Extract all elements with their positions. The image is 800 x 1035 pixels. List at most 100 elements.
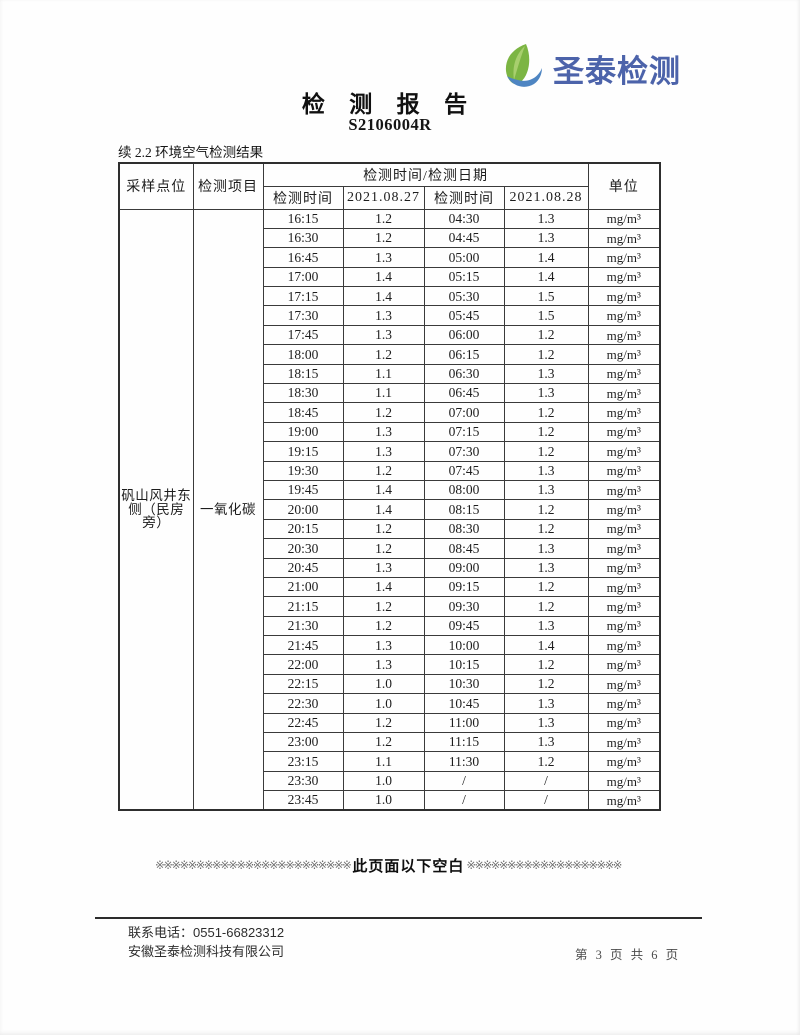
value-cell-1: 1.1 [342, 363, 425, 385]
table-row: 矾山风井东侧（民房旁） 一氧化碳 16:15 1.2 04:30 1.3 mg/m… [118, 208, 661, 811]
value-cell-2: 1.3 [503, 557, 589, 578]
value-cell-1: 1.2 [342, 538, 425, 559]
time-cell-2: 11:15 [423, 732, 505, 753]
time-cell-2: 06:00 [423, 324, 505, 346]
value-cell-2: 1.2 [503, 673, 589, 695]
value-cell-1: 1.4 [342, 479, 425, 501]
report-title: 检 测 报 告 [301, 91, 477, 117]
time-cell-1: 17:45 [262, 324, 344, 346]
table-header: 采样点位 检测项目 检测时间/检测日期 单位 检测时间 2021.08.27 检… [118, 162, 661, 210]
time-cell-2: / [423, 790, 505, 811]
time-cell-2: 06:30 [423, 363, 505, 385]
value-cell-1: 1.2 [342, 712, 425, 734]
unit-cell: mg/m³ [587, 518, 661, 540]
value-cell-1: 1.0 [342, 770, 425, 792]
table-row: 20:15 1.2 08:30 1.2 mg/m³ [119, 518, 661, 540]
value-cell-2: 1.2 [503, 402, 589, 423]
time-cell-1: 17:30 [262, 305, 344, 326]
section-label: 续 2.2 环境空气检测结果 [118, 145, 264, 160]
table-row: 18:30 1.1 06:45 1.3 mg/m³ [119, 383, 661, 404]
unit-cell: mg/m³ [587, 751, 661, 772]
time-cell-1: 17:15 [262, 286, 344, 307]
unit-cell: mg/m³ [587, 499, 661, 520]
time-cell-1: 18:00 [262, 344, 344, 365]
asterisk-marks-left: ※※※※※※※※※※※※※※※※※※※※※※※※ [155, 860, 352, 872]
value-cell-2: 1.3 [503, 693, 589, 714]
value-cell-2: 1.2 [503, 499, 589, 520]
unit-cell: mg/m³ [587, 615, 661, 637]
value-cell-2: 1.2 [503, 441, 589, 462]
table-row: 17:00 1.4 05:15 1.4 mg/m³ [119, 266, 661, 288]
unit-cell: mg/m³ [587, 441, 661, 462]
time-cell-2: / [423, 770, 505, 792]
time-cell-2: 05:45 [423, 305, 505, 326]
value-cell-1: 1.4 [342, 286, 425, 307]
table-row: 22:00 1.3 10:15 1.2 mg/m³ [119, 654, 661, 675]
table-row: 23:30 1.0 / / mg/m³ [119, 770, 661, 792]
table-row: 21:15 1.2 09:30 1.2 mg/m³ [119, 596, 661, 617]
table-row: 18:00 1.2 06:15 1.2 mg/m³ [119, 344, 661, 365]
value-cell-1: 1.0 [342, 790, 425, 811]
time-cell-1: 23:15 [262, 751, 344, 772]
table-row: 20:00 1.4 08:15 1.2 mg/m³ [119, 499, 661, 520]
col-header-time-1: 检测时间 [262, 185, 344, 210]
time-cell-2: 10:00 [423, 635, 505, 656]
time-cell-2: 09:45 [423, 615, 505, 637]
col-header-date-1: 2021.08.27 [342, 185, 425, 210]
time-cell-2: 09:30 [423, 596, 505, 617]
value-cell-2: 1.3 [503, 479, 589, 501]
time-cell-1: 19:45 [262, 479, 344, 501]
value-cell-1: 1.3 [342, 421, 425, 443]
asterisk-marks-right: ※※※※※※※※※※※※※※※※※※※ [466, 860, 622, 872]
blank-below-note: ※※※※※※※※※※※※※※※※※※※※※※※※ 此页面以下空白 ※※※※※※※※※… [110, 855, 666, 876]
time-cell-2: 06:15 [423, 344, 505, 365]
value-cell-2: 1.3 [503, 227, 589, 249]
time-cell-1: 22:30 [262, 693, 344, 714]
time-cell-1: 16:15 [262, 208, 344, 229]
value-cell-2: 1.2 [503, 421, 589, 443]
value-cell-2: / [503, 790, 589, 811]
time-cell-1: 20:45 [262, 557, 344, 578]
time-cell-1: 21:00 [262, 576, 344, 598]
test-item-cell: 一氧化碳 [192, 208, 264, 811]
time-cell-2: 06:45 [423, 383, 505, 404]
time-cell-2: 09:15 [423, 576, 505, 598]
time-cell-1: 21:45 [262, 635, 344, 656]
time-cell-1: 19:00 [262, 421, 344, 443]
value-cell-1: 1.2 [342, 227, 425, 249]
time-cell-1: 16:30 [262, 227, 344, 249]
time-cell-1: 20:15 [262, 518, 344, 540]
unit-cell: mg/m³ [587, 227, 661, 249]
unit-cell: mg/m³ [587, 383, 661, 404]
unit-cell: mg/m³ [587, 673, 661, 695]
time-cell-2: 11:00 [423, 712, 505, 734]
table-row: 16:30 1.2 04:45 1.3 mg/m³ [119, 227, 661, 249]
unit-cell: mg/m³ [587, 421, 661, 443]
value-cell-2: 1.3 [503, 732, 589, 753]
table-row: 19:00 1.3 07:15 1.2 mg/m³ [119, 421, 661, 443]
company-logo: 圣泰检测 [502, 42, 681, 95]
time-cell-2: 07:00 [423, 402, 505, 423]
unit-cell: mg/m³ [587, 576, 661, 598]
unit-cell: mg/m³ [587, 344, 661, 365]
value-cell-1: 1.4 [342, 266, 425, 288]
value-cell-1: 1.2 [342, 615, 425, 637]
unit-cell: mg/m³ [587, 557, 661, 578]
value-cell-1: 1.2 [342, 596, 425, 617]
unit-cell: mg/m³ [587, 247, 661, 268]
value-cell-2: 1.5 [503, 305, 589, 326]
table-row: 21:00 1.4 09:15 1.2 mg/m³ [119, 576, 661, 598]
value-cell-1: 1.2 [342, 460, 425, 481]
time-cell-2: 09:00 [423, 557, 505, 578]
value-cell-2: 1.3 [503, 712, 589, 734]
time-cell-2: 10:45 [423, 693, 505, 714]
value-cell-2: 1.4 [503, 635, 589, 656]
time-cell-1: 17:00 [262, 266, 344, 288]
time-cell-2: 08:45 [423, 538, 505, 559]
time-cell-2: 08:00 [423, 479, 505, 501]
footer-company: 安徽圣泰检测科技有限公司 [128, 944, 285, 959]
time-cell-2: 10:15 [423, 654, 505, 675]
time-cell-1: 20:30 [262, 538, 344, 559]
unit-cell: mg/m³ [587, 479, 661, 501]
value-cell-1: 1.2 [342, 732, 425, 753]
